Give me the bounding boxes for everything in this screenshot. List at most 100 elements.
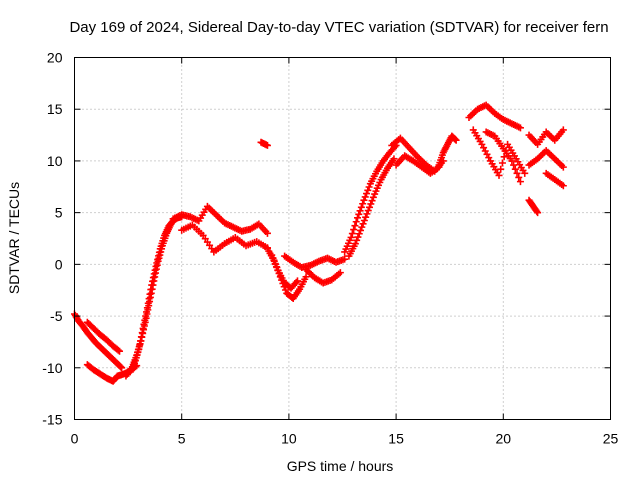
data-point (150, 277, 158, 285)
data-point (341, 255, 349, 263)
data-point (336, 269, 344, 277)
data-point (137, 337, 145, 345)
x-axis-label: GPS time / hours (287, 458, 394, 474)
data-point (360, 196, 368, 204)
x-tick-label: 10 (281, 431, 297, 447)
data-point (139, 329, 147, 337)
data-point (355, 210, 363, 218)
series-early-branch (83, 318, 124, 355)
data-point (302, 273, 310, 281)
data-point (263, 141, 271, 149)
data-point (354, 233, 362, 241)
data-point (351, 222, 359, 230)
data-point (559, 163, 567, 171)
data-point (357, 226, 365, 234)
data-point (152, 269, 160, 277)
chart-title: Day 169 of 2024, Sidereal Day-to-day VTE… (69, 19, 608, 36)
data-point (152, 265, 160, 273)
data-point (451, 135, 459, 143)
series-late-diagonal (469, 126, 529, 179)
x-tick-label: 20 (496, 431, 512, 447)
data-point (146, 293, 154, 301)
data-point (495, 171, 503, 179)
data-point (369, 193, 377, 201)
plot-frame (74, 57, 611, 420)
series-isolated (257, 138, 271, 149)
data-point (363, 190, 371, 198)
x-tick-label: 25 (603, 431, 619, 447)
data-point (510, 161, 518, 169)
data-point (559, 126, 567, 134)
data-point (354, 214, 362, 222)
data-point (364, 186, 372, 194)
series-dip-branch (268, 251, 301, 292)
data-point (360, 217, 368, 225)
data-point (144, 306, 152, 314)
data-point (142, 314, 150, 322)
data-point (293, 277, 301, 285)
grid (74, 57, 611, 420)
data-point (149, 281, 157, 289)
data-point (141, 318, 149, 326)
data-points (71, 101, 567, 385)
data-point (364, 207, 372, 215)
series-trough-low (302, 266, 344, 287)
data-point (292, 278, 300, 286)
y-tick-label: 15 (47, 101, 63, 117)
data-point (281, 286, 289, 294)
y-tick-label: -15 (42, 412, 62, 428)
data-point (167, 220, 175, 228)
data-point (498, 159, 506, 167)
data-point (357, 203, 365, 211)
series-trough (281, 252, 349, 271)
data-point (516, 124, 524, 132)
series-second-rise-2 (345, 155, 398, 260)
series-plateau-lower (178, 221, 271, 256)
series-late-right-3 (542, 169, 567, 190)
y-tick-label: 0 (55, 256, 63, 272)
data-point (348, 230, 356, 238)
axis-ticks: 0 5 10 15 20 25 -15 -10 -5 0 5 10 15 20 (42, 50, 618, 447)
data-point (359, 200, 367, 208)
data-point (363, 210, 371, 218)
data-point (353, 236, 361, 244)
data-point (145, 302, 153, 310)
data-point (347, 233, 355, 241)
data-point (367, 200, 375, 208)
data-point (351, 240, 359, 248)
data-point (511, 165, 519, 173)
y-tick-label: 5 (55, 205, 63, 221)
data-point (521, 169, 529, 177)
series-plateau (169, 202, 271, 237)
data-point (513, 169, 521, 177)
y-tick-label: 20 (47, 50, 63, 66)
series-late-right-2 (525, 147, 567, 171)
data-point (148, 285, 156, 293)
data-point (116, 347, 124, 355)
data-point (559, 182, 567, 190)
data-point (117, 363, 125, 371)
data-point (143, 310, 151, 318)
data-point (368, 197, 376, 205)
series-sharp-rise-2 (122, 220, 175, 380)
data-point (140, 322, 148, 330)
data-point (497, 165, 505, 173)
data-point (515, 173, 523, 181)
data-point (146, 298, 154, 306)
y-tick-label: -10 (42, 360, 62, 376)
data-point (147, 289, 155, 297)
data-point (533, 207, 541, 215)
data-point (352, 218, 360, 226)
series-early-decline (71, 310, 126, 372)
data-point (362, 213, 370, 221)
data-point (508, 157, 516, 165)
data-point (153, 261, 161, 269)
series-late-right (525, 126, 567, 148)
data-point (358, 223, 366, 231)
data-point (263, 229, 271, 237)
data-point (114, 346, 122, 354)
y-tick-label: 10 (47, 153, 63, 169)
series-late-diagonal-2 (482, 128, 524, 186)
data-point (118, 364, 126, 372)
